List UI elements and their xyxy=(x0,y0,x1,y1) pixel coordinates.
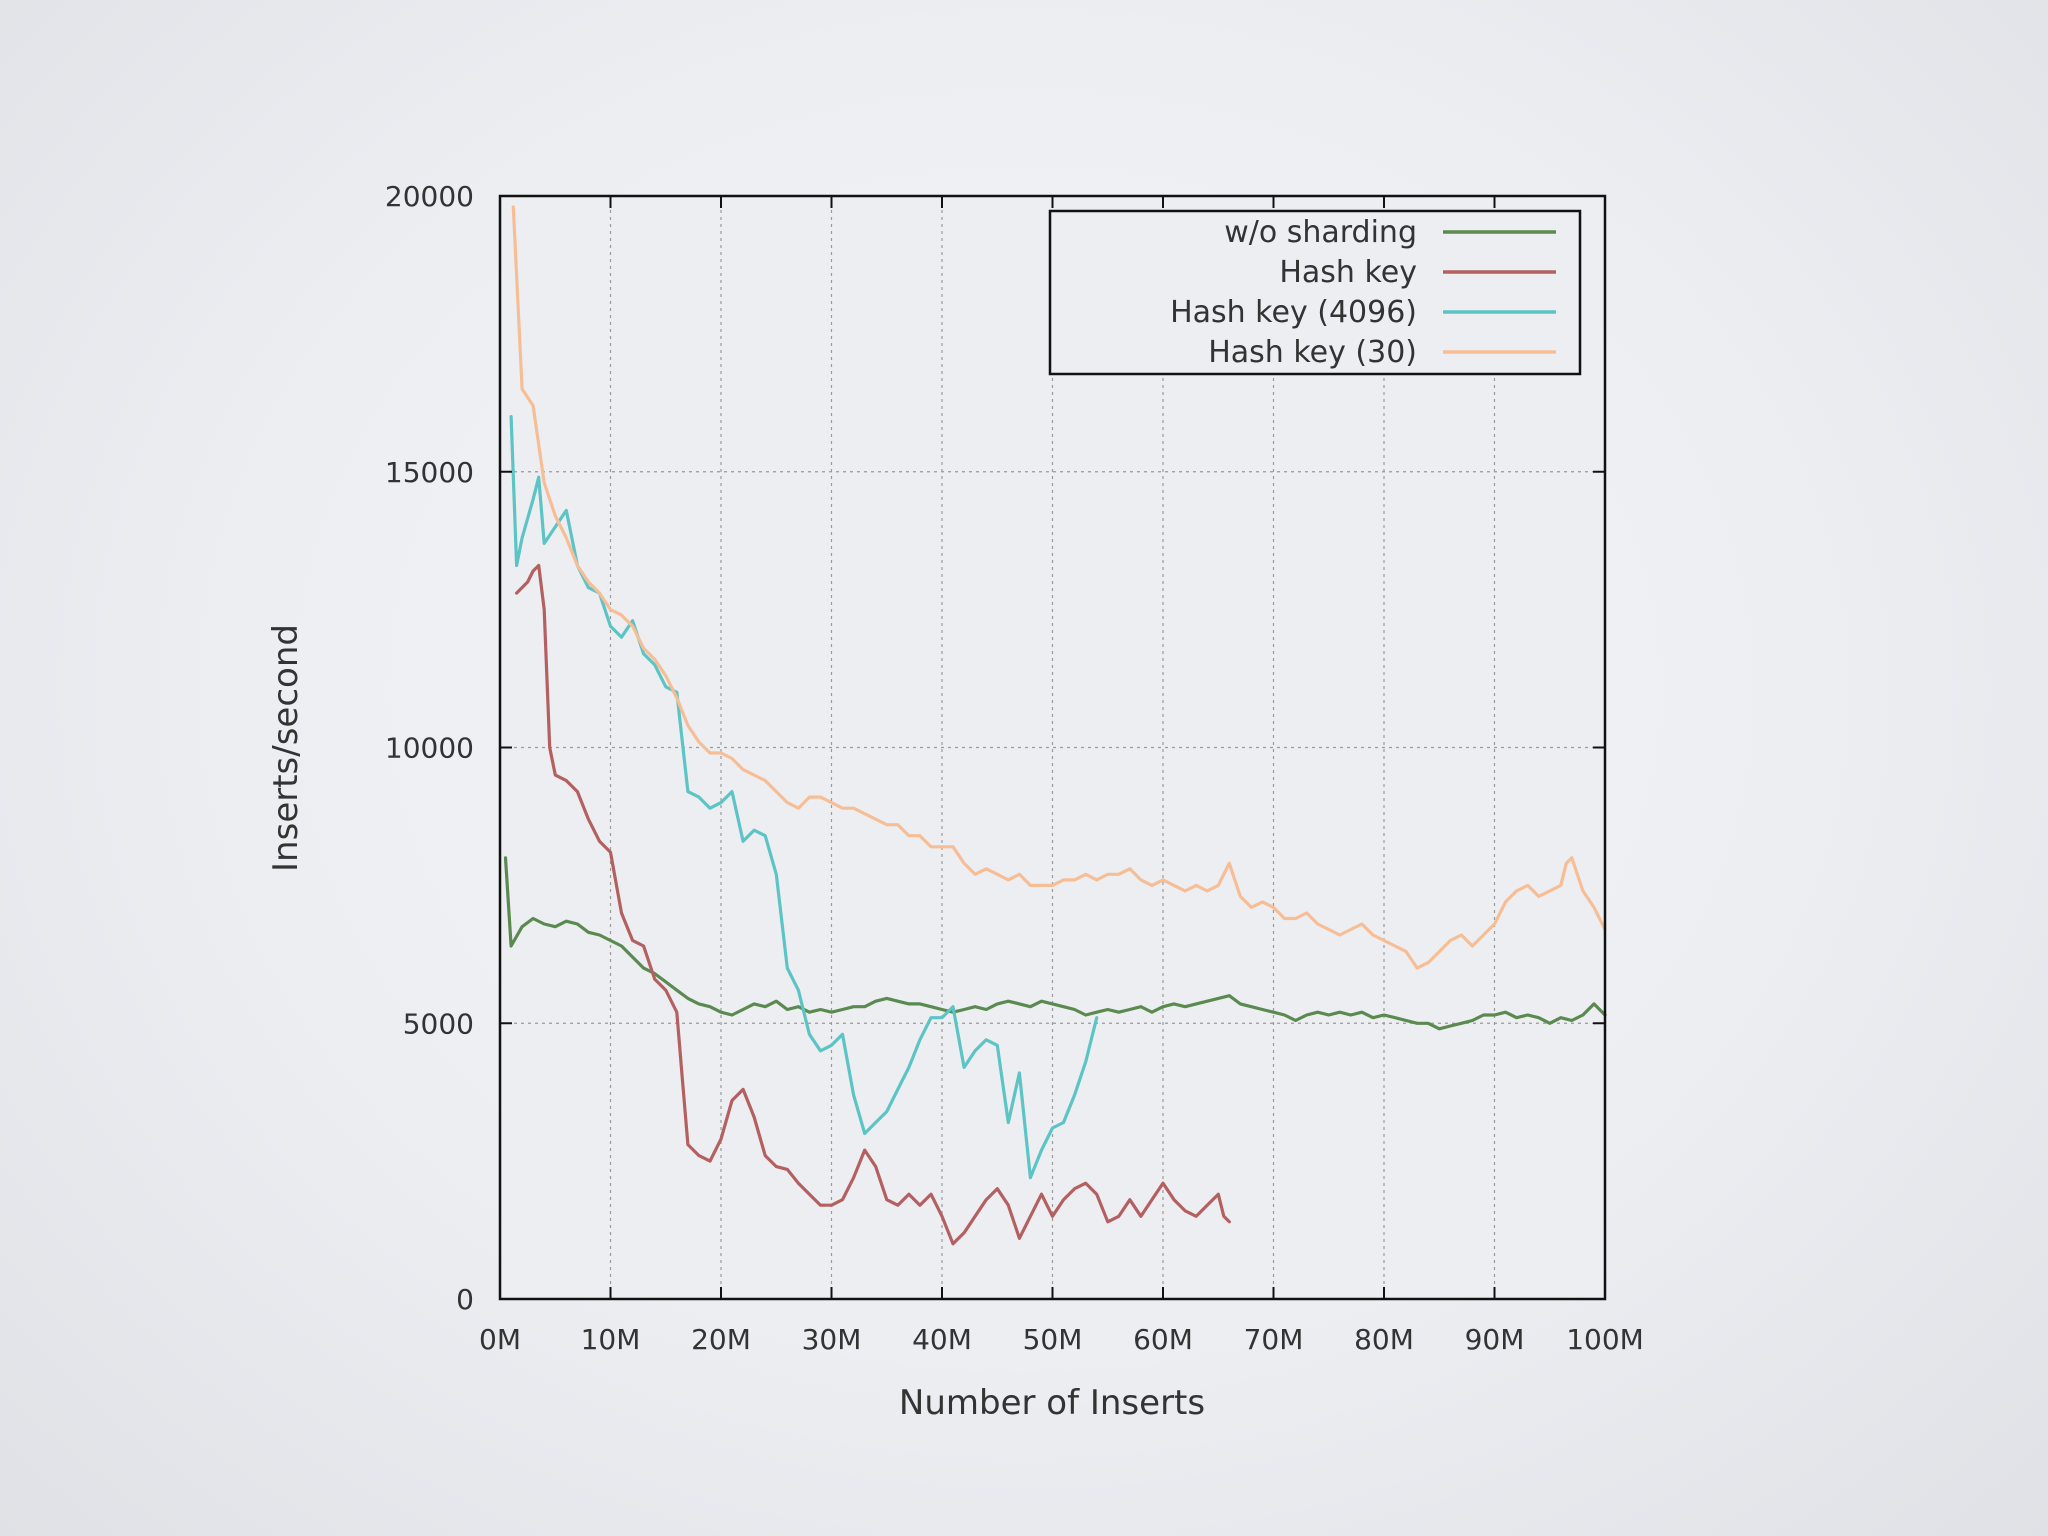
axis-ticks xyxy=(499,195,1606,1300)
series-line xyxy=(511,205,1607,970)
y-tick-labels: 0 5000 10000 15000 20000 xyxy=(385,180,474,1316)
legend-item: Hash key (4096) xyxy=(1170,295,1556,330)
x-tick-label: 0M xyxy=(479,1323,521,1356)
x-tick-label: 40M xyxy=(912,1323,972,1356)
x-tick-label: 70M xyxy=(1244,1323,1304,1356)
legend-item: w/o sharding xyxy=(1224,215,1556,250)
y-tick-label: 5000 xyxy=(403,1007,474,1040)
grid-lines xyxy=(500,196,1605,1299)
x-tick-labels: 0M 10M 20M 30M 40M 50M 60M 70M 80M 90M 100M xyxy=(479,1323,1644,1356)
series-lines xyxy=(503,205,1607,1246)
legend-item: Hash key (30) xyxy=(1208,335,1556,370)
x-tick-label: 10M xyxy=(581,1323,641,1356)
legend-box xyxy=(1048,209,1582,376)
y-tick-label: 15000 xyxy=(385,456,474,489)
x-axis-title: Number of Inserts xyxy=(899,1383,1205,1423)
x-tick-label: 60M xyxy=(1133,1323,1193,1356)
x-tick-label: 30M xyxy=(802,1323,862,1356)
x-tick-label: 80M xyxy=(1354,1323,1414,1356)
x-tick-label: 100M xyxy=(1566,1323,1644,1356)
series-line xyxy=(515,563,1231,1246)
y-axis-title: Inserts/second xyxy=(266,624,306,872)
legend-label: Hash key (30) xyxy=(1208,335,1417,370)
legend: w/o sharding Hash key Hash key (4096) Hash … xyxy=(1048,209,1582,376)
x-tick-label: 20M xyxy=(691,1323,751,1356)
y-tick-label: 10000 xyxy=(385,732,474,765)
y-tick-label: 20000 xyxy=(385,180,474,213)
series-line xyxy=(503,856,1607,1031)
y-tick-label: 0 xyxy=(456,1283,474,1316)
legend-item: Hash key xyxy=(1279,255,1556,290)
legend-items: w/o sharding Hash key Hash key (4096) Hash … xyxy=(1170,215,1556,370)
legend-label: Hash key xyxy=(1279,255,1417,290)
x-tick-label: 50M xyxy=(1023,1323,1083,1356)
legend-label: Hash key (4096) xyxy=(1170,295,1417,330)
series-line xyxy=(509,415,1099,1180)
legend-label: w/o sharding xyxy=(1224,215,1417,250)
x-tick-label: 90M xyxy=(1465,1323,1525,1356)
